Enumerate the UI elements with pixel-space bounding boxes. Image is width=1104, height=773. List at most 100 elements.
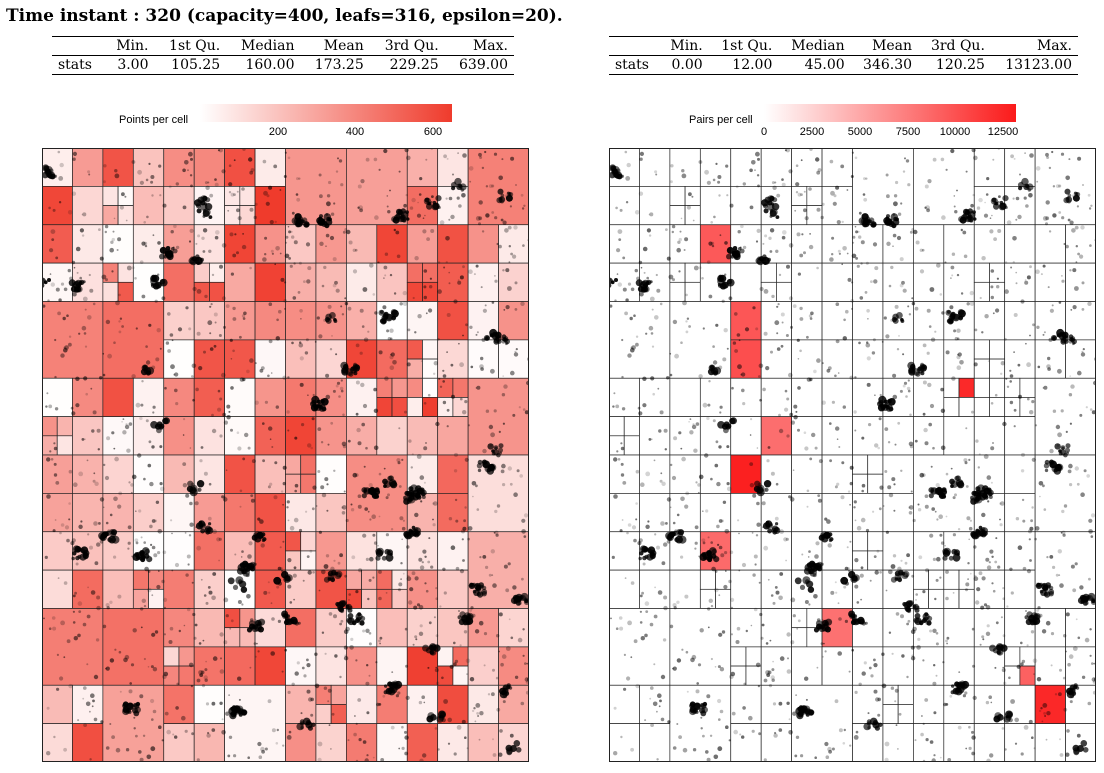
- point: [1090, 204, 1093, 207]
- point: [1057, 368, 1062, 374]
- point: [462, 153, 467, 158]
- point: [674, 353, 679, 359]
- point: [56, 653, 59, 656]
- point: [303, 674, 307, 678]
- point: [982, 638, 985, 641]
- point: [448, 218, 451, 221]
- point: [330, 748, 332, 750]
- point: [829, 459, 832, 463]
- point: [90, 387, 93, 390]
- point: [216, 537, 221, 542]
- point: [873, 663, 878, 668]
- point: [945, 596, 949, 601]
- point: [400, 562, 403, 565]
- point: [951, 548, 958, 555]
- point: [685, 330, 689, 334]
- point: [867, 712, 870, 715]
- point: [953, 195, 956, 197]
- point: [676, 723, 679, 725]
- point: [390, 528, 394, 531]
- point: [87, 315, 92, 320]
- point: [831, 253, 834, 256]
- point: [137, 453, 142, 458]
- point: [892, 245, 894, 247]
- point: [698, 160, 703, 164]
- point: [986, 177, 990, 181]
- point: [939, 293, 943, 296]
- point: [451, 394, 455, 399]
- point: [831, 747, 835, 751]
- point: [952, 533, 956, 537]
- quadtree-cell: [117, 262, 134, 283]
- quadtree-cell: [285, 531, 302, 552]
- point: [419, 624, 423, 628]
- point: [59, 162, 64, 168]
- point: [303, 280, 306, 283]
- point: [195, 387, 199, 392]
- point: [1045, 738, 1048, 741]
- point: [1028, 538, 1031, 541]
- point: [796, 627, 799, 630]
- point: [385, 496, 389, 500]
- point: [613, 494, 618, 499]
- point: [188, 240, 192, 243]
- point: [269, 438, 272, 441]
- point: [454, 177, 462, 186]
- point: [182, 168, 186, 173]
- point: [406, 545, 410, 549]
- point: [775, 590, 780, 595]
- point: [281, 570, 283, 572]
- point: [346, 229, 351, 235]
- point: [351, 555, 356, 560]
- point: [637, 541, 642, 546]
- point: [873, 658, 876, 662]
- point: [357, 504, 362, 509]
- point: [801, 553, 804, 556]
- point: [155, 357, 160, 362]
- quadtree-cell: [346, 646, 378, 686]
- point: [159, 347, 162, 350]
- point: [682, 747, 688, 753]
- point: [510, 636, 514, 640]
- quadtree-cell: [376, 608, 408, 648]
- point: [617, 282, 622, 287]
- point: [214, 182, 219, 187]
- point: [708, 241, 713, 246]
- point: [236, 431, 240, 435]
- point: [219, 669, 225, 674]
- point: [279, 546, 282, 549]
- point: [726, 194, 729, 197]
- point: [469, 180, 472, 183]
- point: [786, 397, 790, 401]
- point: [633, 639, 638, 644]
- point: [295, 193, 299, 196]
- quadtree-cell: [821, 186, 853, 226]
- point: [407, 328, 411, 332]
- point: [256, 531, 264, 539]
- point: [1031, 506, 1034, 509]
- point: [276, 318, 279, 322]
- point: [377, 544, 379, 547]
- point: [781, 321, 784, 324]
- point: [249, 266, 252, 270]
- point: [775, 215, 780, 219]
- point: [1030, 630, 1035, 634]
- point: [639, 594, 643, 598]
- point: [367, 330, 370, 333]
- point: [317, 741, 323, 747]
- point: [910, 656, 916, 661]
- quadtree-cell: [1004, 531, 1036, 571]
- point: [471, 709, 475, 713]
- points: [609, 148, 1096, 762]
- point: [294, 436, 298, 440]
- point: [908, 600, 914, 606]
- point: [464, 736, 467, 739]
- point: [249, 666, 252, 669]
- point: [448, 282, 451, 285]
- point: [1021, 177, 1029, 186]
- point: [294, 489, 297, 493]
- point: [517, 596, 523, 602]
- point: [1061, 216, 1065, 220]
- point: [956, 328, 961, 333]
- point: [175, 182, 179, 186]
